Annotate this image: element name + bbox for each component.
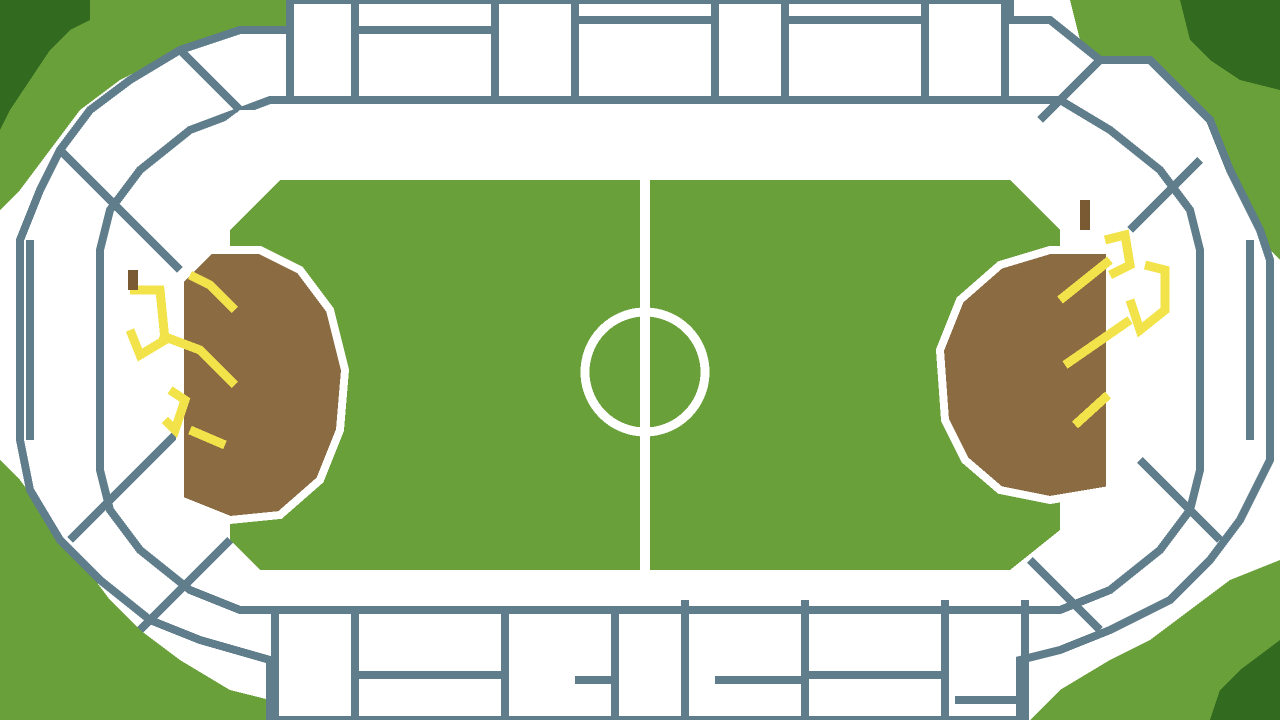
brown-mark-right — [1080, 200, 1090, 230]
foliage-bottom-right — [1030, 560, 1280, 720]
stand-dividers — [26, 0, 1254, 720]
foliage-top-right-dark — [1180, 0, 1280, 90]
foliage-top-left — [0, 0, 290, 210]
yellow-mark-right-2 — [1125, 260, 1170, 338]
yellow-mark-left-4 — [158, 330, 239, 389]
goal-area-right — [935, 200, 1170, 505]
foliage-bottom-right-dark — [1210, 640, 1280, 720]
pitch-layer — [230, 180, 1060, 570]
center-circle — [580, 307, 710, 437]
goal-area-left — [125, 246, 350, 525]
yellow-mark-left-5 — [188, 425, 227, 450]
brown-mark-left — [128, 270, 138, 290]
yellow-mark-left-3 — [187, 270, 239, 314]
yellow-mark-left-2 — [161, 386, 191, 439]
yellow-mark-right-5 — [1071, 391, 1112, 429]
right-yellow-marks — [1057, 200, 1170, 429]
dirt-patch-left — [176, 246, 350, 525]
yellow-mark-right-4 — [1062, 316, 1133, 369]
dirt-patch-right — [935, 246, 1114, 505]
left-yellow-marks — [125, 270, 239, 450]
foliage-bottom-left — [0, 460, 270, 720]
yellow-mark-right-3 — [1057, 256, 1113, 304]
foliage-top-left-dark — [0, 0, 90, 130]
yellow-mark-right-1 — [1103, 229, 1135, 280]
